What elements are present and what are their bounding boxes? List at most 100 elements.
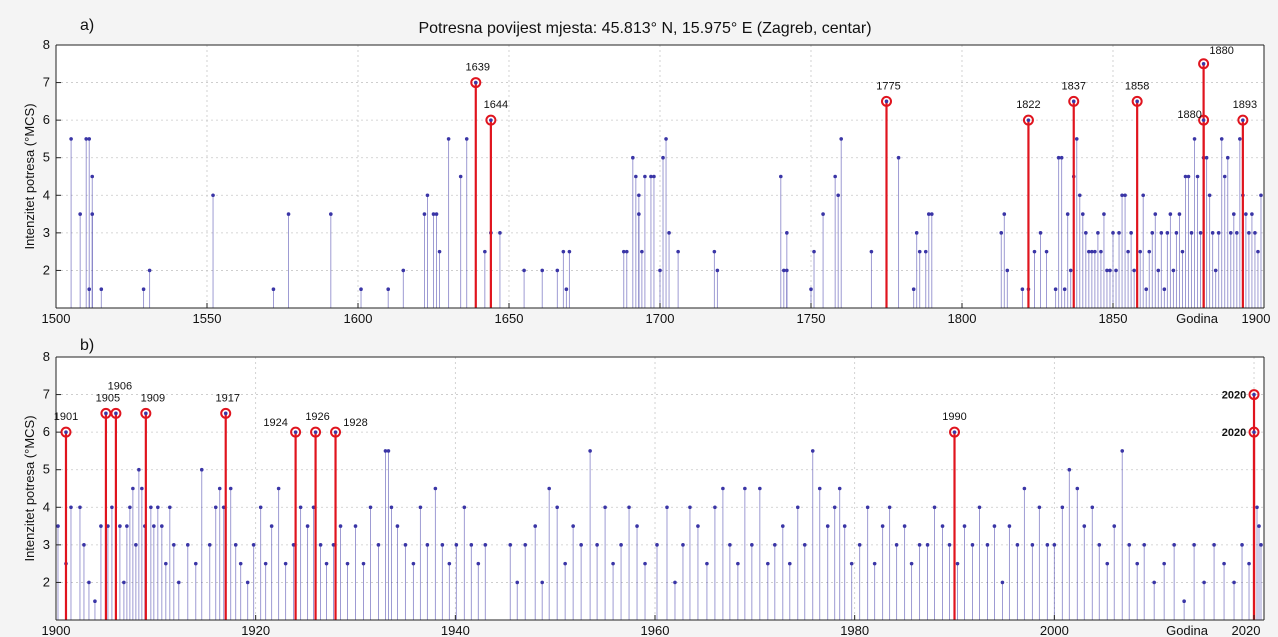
event-point [422,212,427,216]
event-point [1067,467,1072,472]
event-point [655,543,659,547]
major-event-label: 1822 [1016,99,1040,111]
event-point [676,249,680,254]
event-point [1096,231,1100,235]
event-point [508,543,513,547]
x-axis-title: Godina [1176,311,1219,326]
event-point [1256,249,1260,254]
event-point [540,268,545,273]
event-point [1126,249,1130,254]
event-point [1007,524,1012,528]
event-point [283,561,288,566]
event-point [780,524,785,528]
major-event-point [1201,118,1206,122]
event-point [721,486,725,491]
y-tick-label: 8 [43,349,50,364]
event-point [1077,193,1082,198]
major-event-marker [60,426,72,438]
event-point [425,193,430,198]
event-point [887,505,892,510]
major-event-label: 1644 [484,99,508,111]
event-point [1030,543,1035,547]
event-point [462,505,467,510]
event-point [1082,524,1087,528]
major-event-point [144,411,148,416]
event-point [1084,231,1088,235]
major-event-point [1252,392,1256,397]
y-tick-label: 7 [43,387,50,402]
event-point [1038,231,1043,235]
event-point [359,287,363,292]
event-point [1020,287,1025,292]
event-point [540,580,544,585]
event-point [134,543,138,547]
major-event-label: 1928 [343,417,367,429]
event-point [1060,505,1065,510]
event-point [141,287,146,292]
major-event-marker [1198,114,1210,126]
event-point [1105,561,1110,566]
event-point [1152,580,1156,585]
event-point [865,505,870,510]
event-point [872,561,877,566]
event-point [147,268,152,273]
x-tick-label: 1940 [441,623,470,637]
event-point [547,486,551,491]
event-point [779,174,783,179]
event-point [621,249,626,254]
event-point [1159,231,1164,235]
event-point [305,524,310,528]
event-point [1247,561,1251,566]
major-event-point [1135,99,1139,104]
event-point [869,249,874,254]
major-event-marker [1022,114,1034,126]
event-point [1117,231,1121,235]
event-point [705,561,709,566]
event-point [353,524,358,528]
event-point [896,155,901,160]
major-event-point [114,411,118,416]
event-point [1135,561,1140,566]
event-point [785,231,789,235]
event-point [345,561,350,566]
event-point [1177,212,1182,216]
event-point [1192,543,1196,547]
y-tick-label: 2 [43,574,50,589]
major-event-marker [485,114,497,126]
event-point [1141,193,1145,198]
major-event-point [333,430,338,434]
major-event-point [223,411,228,416]
event-point [635,524,639,528]
major-event-marker [881,95,892,107]
event-point [1056,155,1061,160]
event-point [1212,543,1216,547]
event-point [773,543,777,547]
major-event-marker [470,77,482,89]
event-point [1074,137,1079,141]
event-point [1053,287,1058,292]
event-point [152,524,156,528]
event-point [930,212,934,216]
event-point [926,212,931,216]
event-point [386,449,391,453]
event-point [1186,174,1191,179]
major-event-marker [330,426,342,438]
event-point [649,174,653,179]
major-event-point [473,80,478,85]
event-point [251,543,256,547]
event-point [515,580,520,585]
event-point [817,486,822,491]
event-point [329,212,333,216]
event-point [1022,486,1027,491]
event-point [627,505,631,510]
event-point [122,580,126,585]
event-point [522,268,526,273]
event-point [1192,137,1197,141]
x-tick-label: 1750 [797,311,826,326]
event-point [458,174,463,179]
event-point [561,249,566,254]
y-axis-title: Intenzitet potresa (°MCS) [22,103,37,249]
x-tick-label: 1800 [948,311,977,326]
event-point [1147,249,1152,254]
event-point [110,505,114,510]
